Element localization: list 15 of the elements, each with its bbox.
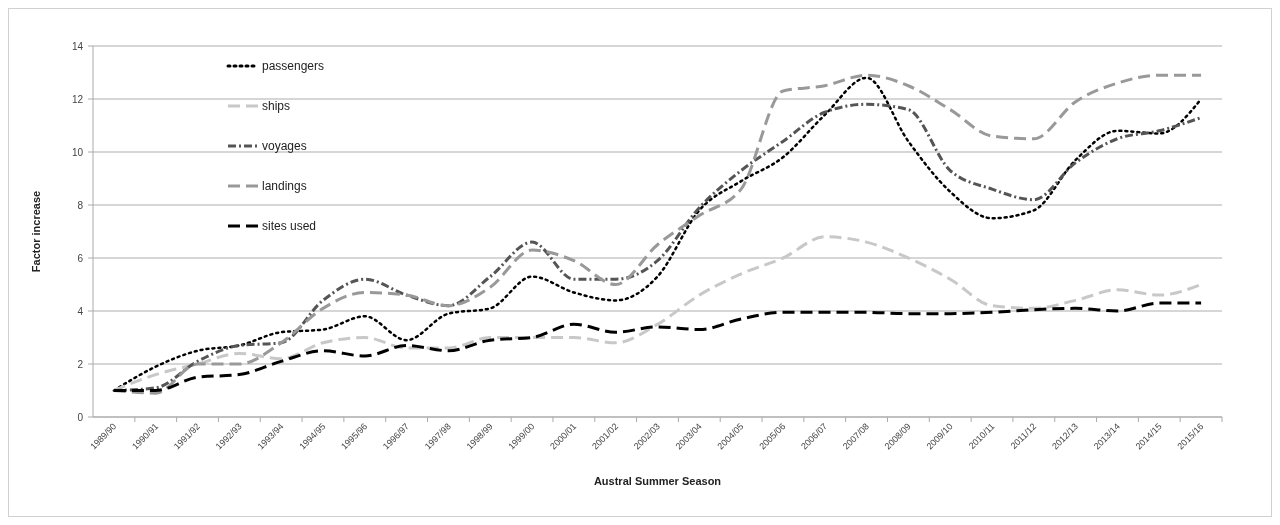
legend-label: ships [262, 99, 291, 114]
legend-label: passengers [262, 59, 325, 74]
x-axis-title: Austral Summer Season [593, 475, 722, 487]
y-tick-label: 14 [71, 40, 84, 52]
y-tick-label: 12 [71, 93, 84, 105]
legend-label: sites used [262, 219, 317, 234]
y-axis-title: Factor increase [30, 190, 42, 273]
y-tick-label: 8 [77, 199, 84, 211]
legend-label: landings [262, 179, 307, 194]
y-tick-label: 0 [77, 411, 84, 423]
y-tick-label: 6 [77, 252, 84, 264]
y-tick-label: 10 [71, 146, 84, 158]
legend-label: voyages [262, 139, 307, 154]
y-tick-label: 4 [77, 305, 84, 317]
y-tick-label: 2 [77, 358, 84, 370]
